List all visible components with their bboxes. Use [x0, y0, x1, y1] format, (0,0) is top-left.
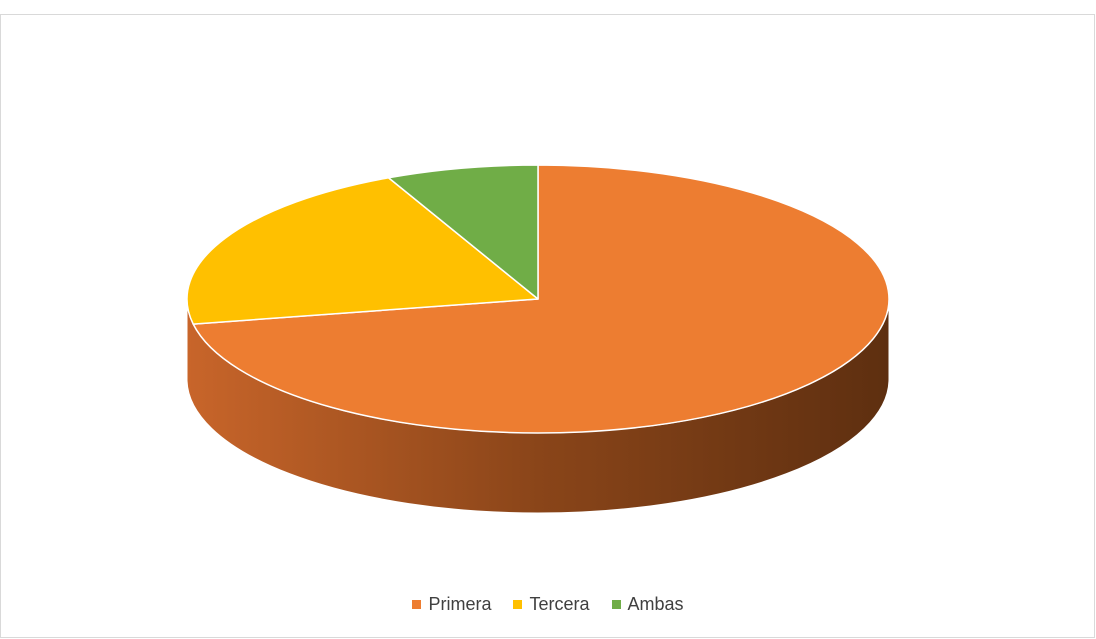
pie-slice-tercera[interactable] — [186, 177, 539, 325]
legend-swatch-primera — [412, 600, 422, 609]
chart-legend: Primera Tercera Ambas — [0, 594, 1096, 615]
pie-slice-ambas[interactable] — [387, 164, 539, 300]
legend-label-primera: Primera — [428, 594, 492, 614]
legend-label-tercera: Tercera — [529, 594, 590, 614]
legend-label-ambas: Ambas — [627, 594, 684, 614]
legend-item-primera[interactable]: Primera — [412, 594, 491, 615]
legend-item-tercera[interactable]: Tercera — [513, 594, 590, 615]
legend-swatch-tercera — [513, 600, 523, 609]
pie-slice-primera[interactable] — [192, 164, 890, 434]
legend-item-ambas[interactable]: Ambas — [611, 594, 684, 615]
legend-swatch-ambas — [611, 600, 621, 609]
